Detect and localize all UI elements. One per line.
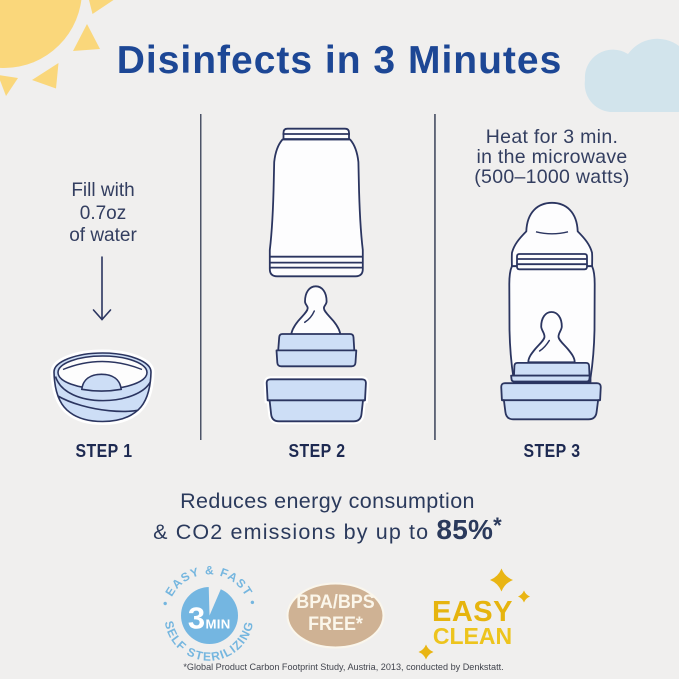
svg-text:MIN: MIN [206,616,231,631]
svg-text:3: 3 [188,601,205,636]
